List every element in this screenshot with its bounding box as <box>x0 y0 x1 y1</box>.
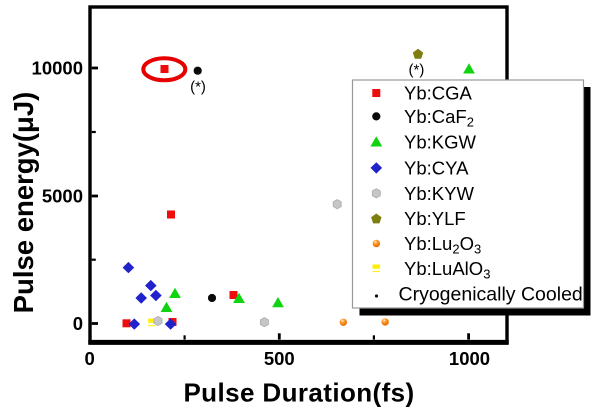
svg-text:Yb:KGW: Yb:KGW <box>404 132 476 153</box>
svg-text:Yb:CaF2: Yb:CaF2 <box>404 106 474 129</box>
svg-text:Yb:YLF: Yb:YLF <box>404 208 466 229</box>
svg-text:Yb:Lu2O3: Yb:Lu2O3 <box>404 233 481 257</box>
svg-text:Yb:CYA: Yb:CYA <box>404 157 469 178</box>
svg-text:Cryogenically Cooled: Cryogenically Cooled <box>399 284 583 306</box>
svg-text:10000: 10000 <box>32 58 83 79</box>
svg-text:Pulse Duration(fs): Pulse Duration(fs) <box>183 377 414 407</box>
svg-text:0: 0 <box>73 313 83 334</box>
svg-text:1000: 1000 <box>449 348 490 369</box>
svg-text:Pulse energy(μJ): Pulse energy(μJ) <box>8 92 39 314</box>
svg-text:Yb:CGA: Yb:CGA <box>404 83 473 104</box>
svg-text:Yb:KYW: Yb:KYW <box>404 183 474 204</box>
svg-text:0: 0 <box>85 348 95 369</box>
svg-text:Yb:LuAlO3: Yb:LuAlO3 <box>404 258 490 282</box>
svg-text:(*): (*) <box>408 62 424 79</box>
svg-text:(*): (*) <box>190 79 206 96</box>
svg-text:5000: 5000 <box>42 186 83 207</box>
svg-text:500: 500 <box>264 348 295 369</box>
